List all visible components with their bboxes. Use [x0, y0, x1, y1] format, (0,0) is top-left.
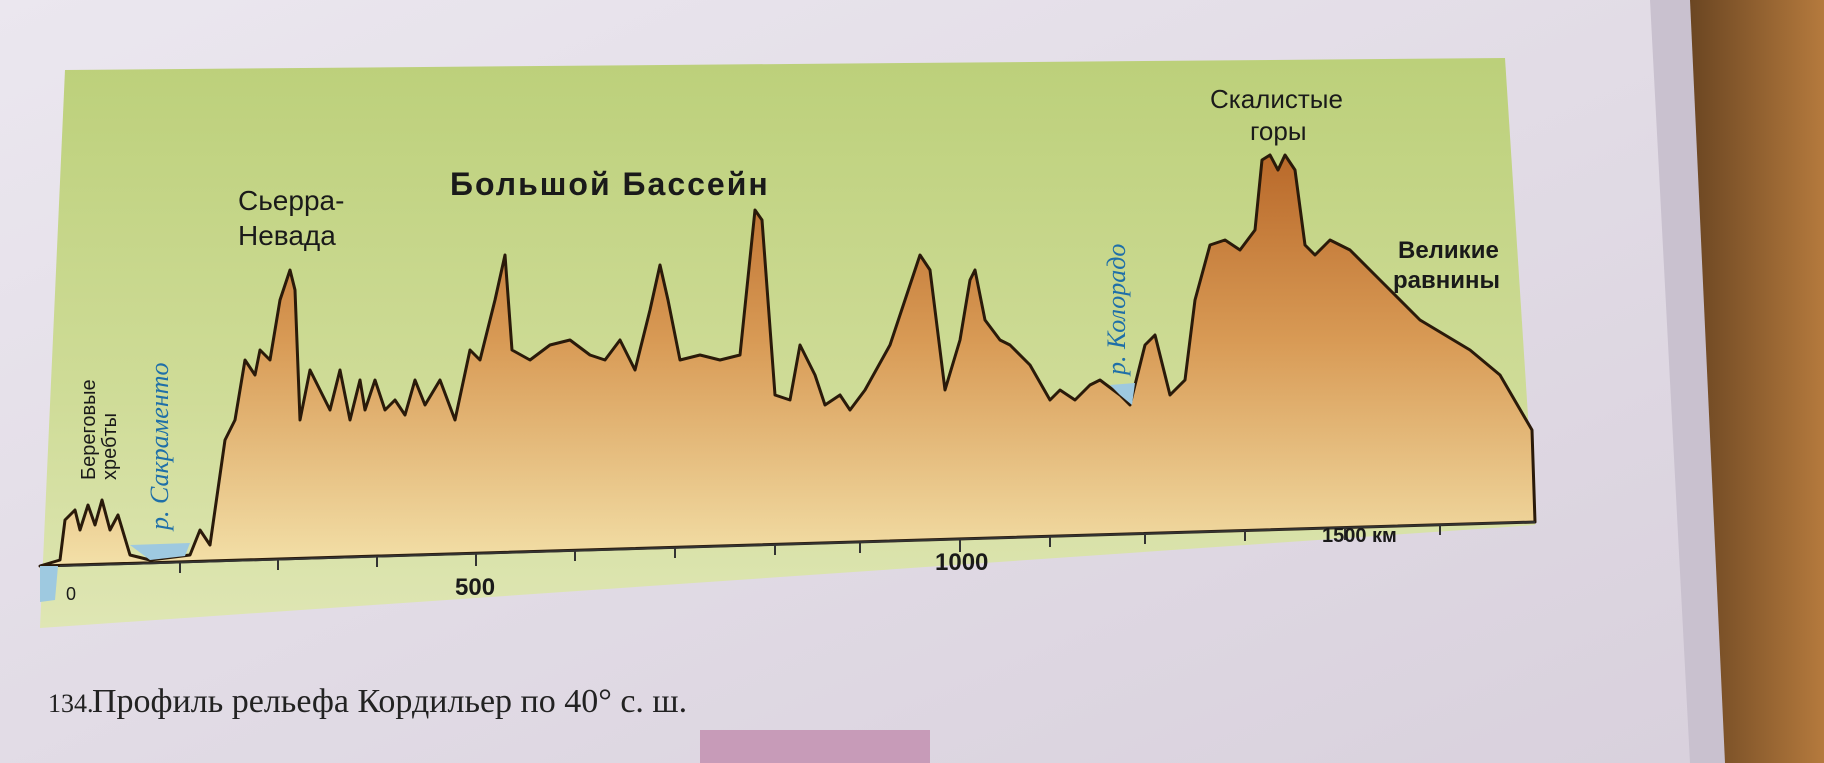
axis-ticks — [179, 525, 1441, 573]
page-mark — [700, 730, 930, 763]
river-label: р. Колорадо — [1102, 244, 1131, 377]
caption-number: 134. — [48, 689, 94, 718]
region-label: Невада — [238, 220, 336, 251]
x-tick-label: 1000 — [935, 549, 988, 576]
sacramento-river — [130, 543, 190, 560]
ocean — [40, 566, 58, 602]
region-label: равнины — [1393, 267, 1500, 294]
x-tick-label: 0 — [66, 584, 76, 604]
x-tick-label: 500 — [455, 574, 495, 601]
river-label: р. Сакраменто — [145, 363, 174, 533]
x-tick-label: 1500 км — [1322, 525, 1397, 547]
region-label: хребты — [99, 413, 121, 480]
colorado-river — [1110, 383, 1135, 405]
region-label: Скалистые — [1210, 84, 1343, 114]
x-axis — [59, 521, 1536, 567]
region-label: горы — [1250, 116, 1307, 146]
region-label: Береговые — [78, 379, 100, 480]
page-edge — [1650, 0, 1725, 763]
region-label: Сьерра- — [238, 185, 344, 216]
caption: Профиль рельефа Кордильер по 40° с. ш. — [92, 683, 687, 720]
region-label: Великие — [1398, 237, 1499, 264]
region-label: Большой Бассейн — [450, 166, 770, 202]
terrain-profile — [38, 153, 1537, 568]
